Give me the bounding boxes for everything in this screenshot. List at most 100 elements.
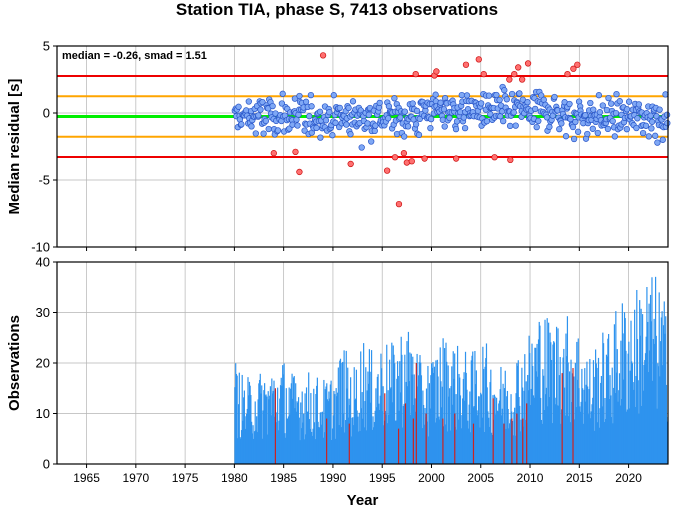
observation-bar (517, 360, 519, 464)
observation-bar (287, 416, 290, 464)
residual-point (633, 124, 640, 132)
observation-bar (529, 353, 531, 464)
observation-bar (392, 345, 394, 464)
residual-point (549, 112, 556, 119)
observation-bar (563, 348, 565, 464)
observation-bar (367, 371, 369, 464)
residual-point (496, 96, 503, 104)
observation-bar (546, 318, 548, 464)
observation-bar (323, 379, 325, 464)
observation-bar (524, 419, 527, 464)
observation-bar (347, 367, 349, 464)
observation-bar (627, 353, 629, 464)
observation-bar (650, 321, 652, 464)
observation-bar (329, 384, 331, 464)
observation-bar (407, 386, 409, 464)
outlier-point (524, 60, 532, 67)
observation-bar (663, 301, 665, 464)
observation-bar (296, 401, 298, 464)
residual-point (566, 100, 573, 108)
outlier-point (574, 61, 581, 68)
observation-bar (618, 390, 620, 464)
observation-bar (424, 408, 426, 464)
residual-point (317, 134, 324, 141)
observation-bar (238, 404, 240, 464)
observation-bar (354, 399, 356, 464)
observation-bar (264, 395, 266, 464)
residual-point (260, 130, 267, 137)
observation-bar (608, 334, 610, 464)
observation-bar (647, 372, 649, 464)
residual-point (397, 114, 404, 121)
observation-bar (283, 363, 285, 464)
observation-bar (476, 410, 478, 464)
observation-bar (248, 395, 250, 464)
residual-points (231, 52, 671, 208)
observation-bar (454, 353, 456, 464)
observation-bar (479, 427, 481, 464)
observation-bar (423, 424, 425, 464)
observation-bar (279, 385, 282, 464)
observation-bar (288, 387, 290, 464)
observation-bar (443, 426, 445, 464)
observation-bar (386, 423, 389, 464)
observation-bar (324, 389, 326, 464)
observation-bar (464, 400, 466, 464)
residual-point (587, 99, 594, 107)
observation-bar (610, 395, 612, 464)
residual-point (663, 111, 671, 118)
residual-point (441, 123, 448, 130)
observation-bar (426, 421, 428, 464)
observation-bar (495, 414, 497, 464)
observation-bar (332, 415, 334, 464)
y-tick-label: 30 (36, 305, 50, 320)
observation-bar (275, 422, 277, 464)
observation-bar (659, 376, 661, 464)
observation-bar (614, 393, 616, 464)
observation-bar (407, 331, 410, 464)
observation-bar (486, 387, 488, 464)
observation-bar (320, 412, 322, 464)
observation-bar (638, 414, 640, 464)
observation-bar (412, 356, 414, 464)
outlier-point (270, 150, 277, 157)
observation-bar (470, 360, 472, 464)
observation-bar (338, 425, 340, 464)
observation-bar (600, 382, 602, 464)
observation-bar (615, 372, 618, 464)
observation-bar (278, 420, 280, 464)
residual-point (252, 130, 259, 137)
observation-bar (537, 376, 539, 464)
observation-bar (300, 402, 302, 464)
observation-bar (637, 380, 639, 464)
observation-bar (261, 438, 264, 464)
observation-bar (603, 422, 605, 464)
residual-point (413, 107, 421, 115)
observation-bar (235, 373, 238, 464)
observation-bar (442, 338, 444, 464)
observation-bar (661, 311, 663, 464)
residual-point (278, 100, 286, 107)
observation-bar (284, 437, 287, 464)
outlier-point (518, 76, 526, 83)
x-tick-label: 1970 (122, 471, 149, 485)
outlier-point (515, 64, 522, 71)
observation-bar (527, 374, 529, 464)
residual-point (639, 129, 647, 137)
observation-bar (299, 440, 301, 464)
observation-bar (335, 388, 337, 464)
residual-point (589, 125, 596, 132)
observation-bar (339, 358, 342, 464)
residual-point (487, 111, 494, 118)
observation-bar (489, 382, 491, 464)
observation-bar (579, 411, 582, 464)
highlight-bar (348, 423, 350, 464)
observation-bar (234, 387, 236, 464)
observation-bar (553, 342, 556, 464)
observation-bar (334, 438, 337, 464)
observation-bar (593, 376, 595, 464)
observation-bar (510, 394, 512, 464)
observation-bar (592, 397, 594, 464)
residual-point (296, 92, 303, 100)
outlier-point (421, 155, 428, 162)
